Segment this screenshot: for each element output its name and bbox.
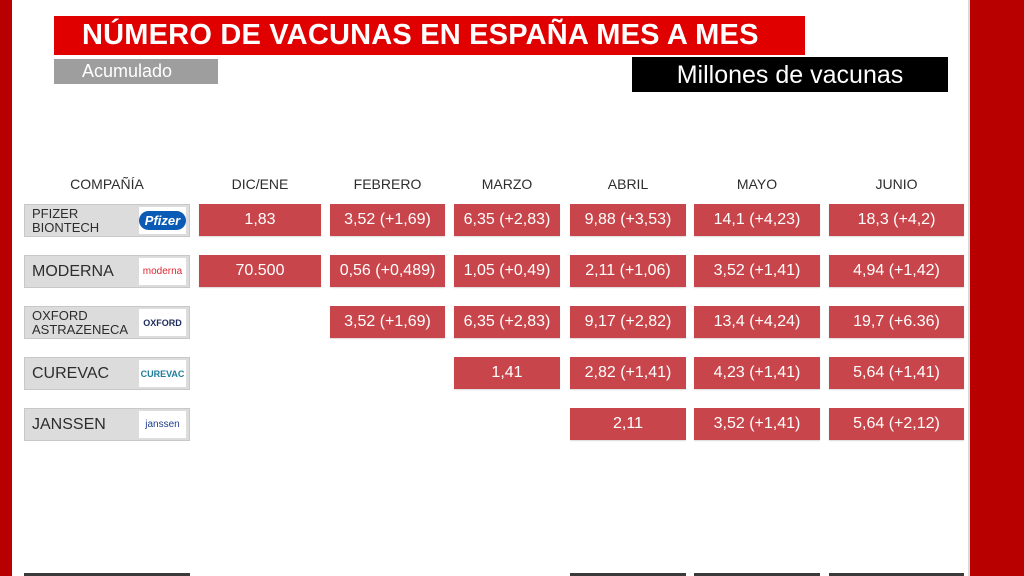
company-name: OXFORD ASTRAZENECA — [32, 307, 129, 337]
company-label-oxford: OXFORD ASTRAZENECA OXFORD — [24, 306, 190, 339]
column-header-dic-ene: DIC/ENE — [231, 176, 289, 192]
pfizer-logo: Pfizer — [139, 207, 186, 234]
column-header-junio: JUNIO — [875, 176, 918, 192]
right-frame-bar — [970, 0, 1024, 576]
chart-title: NÚMERO DE VACUNAS EN ESPAÑA MES A MES — [54, 16, 805, 55]
oxford-logo: OXFORD — [139, 309, 186, 336]
value-cell: 5,64 (+2,12) — [829, 408, 964, 440]
value-cell: 2,11 (+1,06) — [570, 255, 686, 287]
curevac-logo: CUREVAC — [139, 360, 186, 387]
value-cell: 9,17 (+2,82) — [570, 306, 686, 338]
column-header-febrero: FEBRERO — [353, 176, 422, 192]
value-cell: 3,52 (+1,41) — [694, 408, 820, 440]
column-header-company: COMPAÑÍA — [70, 176, 144, 192]
value-cell: 3,52 (+1,69) — [330, 306, 445, 338]
curevac-logo-text: CUREVAC — [140, 368, 185, 379]
chart-subtitle: Acumulado — [54, 59, 218, 84]
left-frame-bar — [0, 0, 12, 576]
company-name: MODERNA — [32, 262, 114, 280]
value-cell: 4,94 (+1,42) — [829, 255, 964, 287]
company-label-moderna: MODERNA moderna — [24, 255, 190, 288]
value-cell: 2,11 — [570, 408, 686, 440]
value-cell: 6,35 (+2,83) — [454, 204, 560, 236]
value-cell: 1,05 (+0,49) — [454, 255, 560, 287]
value-cell: 1,83 — [199, 204, 321, 236]
company-label-janssen: JANSSEN janssen — [24, 408, 190, 441]
value-cell: 0,56 (+0,489) — [330, 255, 445, 287]
column-header-marzo: MARZO — [481, 176, 533, 192]
value-cell: 13,4 (+4,24) — [694, 306, 820, 338]
value-cell: 1,41 — [454, 357, 560, 389]
pfizer-logo-text: Pfizer — [139, 211, 186, 230]
value-cell: 70.500 — [199, 255, 321, 287]
moderna-logo-text: moderna — [142, 266, 183, 277]
value-cell: 9,88 (+3,53) — [570, 204, 686, 236]
cropped-row-edge — [694, 573, 820, 576]
value-cell: 3,52 (+1,69) — [330, 204, 445, 236]
value-cell: 2,82 (+1,41) — [570, 357, 686, 389]
value-cell: 5,64 (+1,41) — [829, 357, 964, 389]
cropped-row-edge — [829, 573, 964, 576]
value-cell: 4,23 (+1,41) — [694, 357, 820, 389]
cropped-row-edge — [570, 573, 686, 576]
company-name: PFIZER BIONTECH — [32, 205, 100, 235]
company-name: JANSSEN — [32, 415, 106, 433]
value-cell: 3,52 (+1,41) — [694, 255, 820, 287]
moderna-logo: moderna — [139, 258, 186, 285]
value-cell: 19,7 (+6.36) — [829, 306, 964, 338]
company-label-curevac: CUREVAC CUREVAC — [24, 357, 190, 390]
janssen-logo: janssen — [139, 411, 186, 438]
column-header-mayo: MAYO — [736, 176, 778, 192]
company-label-pfizer: PFIZER BIONTECH Pfizer — [24, 204, 190, 237]
column-header-abril: ABRIL — [607, 176, 649, 192]
oxford-logo-text: OXFORD — [143, 317, 182, 328]
value-cell: 14,1 (+4,23) — [694, 204, 820, 236]
value-cell: 6,35 (+2,83) — [454, 306, 560, 338]
value-cell: 18,3 (+4,2) — [829, 204, 964, 236]
units-label: Millones de vacunas — [632, 57, 948, 92]
cropped-row-edge — [24, 573, 190, 576]
janssen-logo-text: janssen — [145, 419, 180, 430]
company-name: CUREVAC — [32, 364, 110, 382]
